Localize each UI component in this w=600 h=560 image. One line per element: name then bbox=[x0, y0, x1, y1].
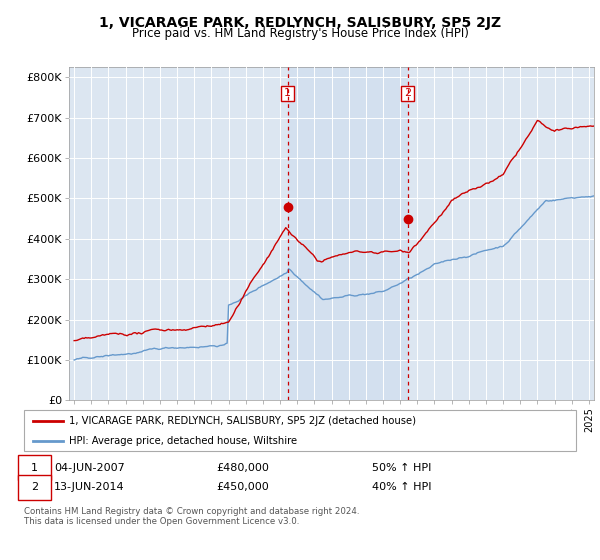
Text: 1: 1 bbox=[284, 88, 291, 99]
Text: Price paid vs. HM Land Registry's House Price Index (HPI): Price paid vs. HM Land Registry's House … bbox=[131, 27, 469, 40]
Text: £480,000: £480,000 bbox=[216, 463, 269, 473]
Text: HPI: Average price, detached house, Wiltshire: HPI: Average price, detached house, Wilt… bbox=[69, 436, 297, 446]
Text: 1, VICARAGE PARK, REDLYNCH, SALISBURY, SP5 2JZ (detached house): 1, VICARAGE PARK, REDLYNCH, SALISBURY, S… bbox=[69, 417, 416, 426]
Text: Contains HM Land Registry data © Crown copyright and database right 2024.
This d: Contains HM Land Registry data © Crown c… bbox=[24, 507, 359, 526]
Text: 04-JUN-2007: 04-JUN-2007 bbox=[54, 463, 125, 473]
Text: 1: 1 bbox=[31, 463, 38, 473]
Text: £450,000: £450,000 bbox=[216, 482, 269, 492]
Bar bbox=[287, 67, 407, 400]
Text: 13-JUN-2014: 13-JUN-2014 bbox=[54, 482, 125, 492]
Text: 2: 2 bbox=[31, 482, 38, 492]
Text: 1, VICARAGE PARK, REDLYNCH, SALISBURY, SP5 2JZ: 1, VICARAGE PARK, REDLYNCH, SALISBURY, S… bbox=[99, 16, 501, 30]
Text: 50% ↑ HPI: 50% ↑ HPI bbox=[372, 463, 431, 473]
Text: 40% ↑ HPI: 40% ↑ HPI bbox=[372, 482, 431, 492]
Text: 2: 2 bbox=[404, 88, 411, 99]
